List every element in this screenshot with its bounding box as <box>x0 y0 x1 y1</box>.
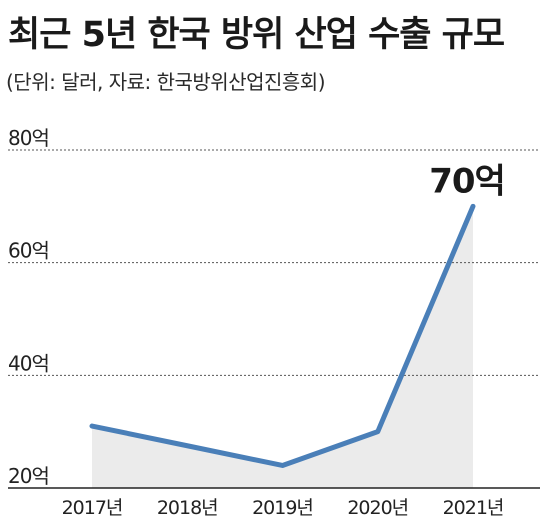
x-tick-label: 2021년 <box>443 497 504 519</box>
x-tick-label: 2018년 <box>157 497 218 519</box>
y-tick-label: 40억 <box>8 351 49 375</box>
chart-title: 최근 5년 한국 방위 산업 수출 규모 <box>8 15 505 55</box>
x-tick-label: 2019년 <box>252 497 313 519</box>
data-label: 70억 <box>429 161 505 201</box>
y-tick-label: 80억 <box>8 126 49 150</box>
y-tick-label: 20억 <box>8 464 49 488</box>
x-tick-label: 2020년 <box>347 497 408 519</box>
y-tick-label: 60억 <box>8 239 49 263</box>
series-line <box>89 203 476 468</box>
series-area <box>92 206 473 489</box>
x-tick-label: 2017년 <box>62 497 123 519</box>
chart-source: (단위: 달러, 자료: 한국방위산업진흥회) <box>6 70 326 94</box>
